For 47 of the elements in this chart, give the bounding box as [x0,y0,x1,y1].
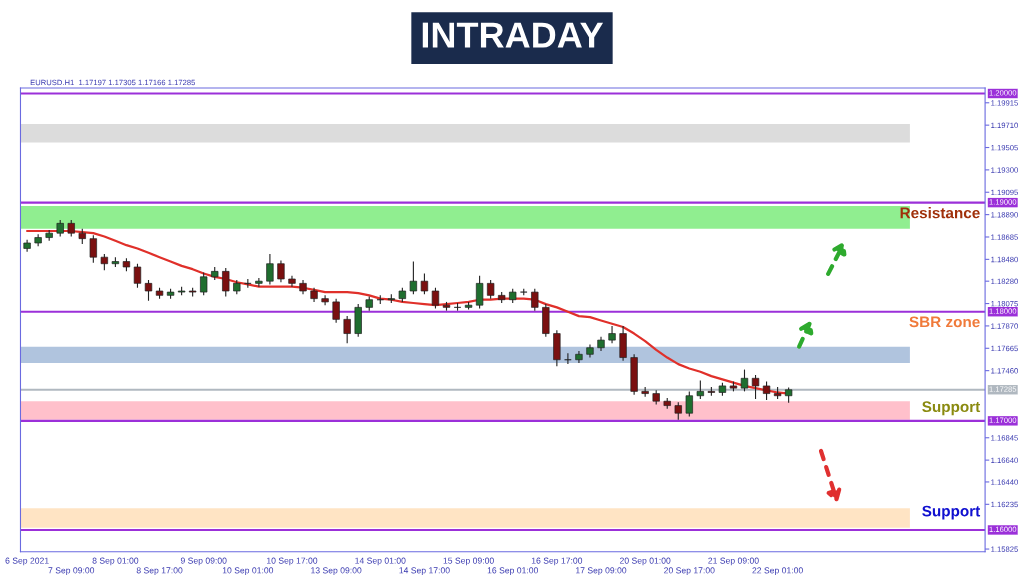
candlestick [200,271,208,296]
x-tick-label: 16 Sep 17:00 [531,557,583,566]
x-tick-label: 21 Sep 09:00 [708,557,759,566]
x-tick-label: 20 Sep 01:00 [619,557,671,566]
x-tick-label: 8 Sep 17:00 [136,567,183,576]
candlestick [222,267,230,298]
x-tick-label: 10 Sep 17:00 [267,557,318,566]
x-tick-label: 7 Sep 09:00 [48,567,95,576]
x-tick-label: 8 Sep 01:00 [92,557,139,566]
chart-title: INTRADAY [422,22,604,48]
x-tick-label: 16 Sep 01:00 [487,567,538,576]
candlestick [475,275,484,310]
candlestick [277,259,285,283]
candlestick [685,390,693,418]
x-tick-label: 6 Sep 2021 [5,557,49,566]
candlestick [431,287,440,310]
x-tick-label: 9 Sep 09:00 [180,557,227,566]
text: Resistance [900,207,980,219]
x-tick-label: 22 Sep 01:00 [752,567,803,576]
candlestick [531,288,539,312]
x-tick-label: 17 Sep 09:00 [576,567,627,576]
candlestick [133,263,142,289]
x-tick-label: 13 Sep 09:00 [311,567,362,576]
candlestick [89,234,97,264]
candlestick [321,294,329,306]
text: Support [922,505,981,520]
candlestick [420,272,429,295]
x-tick-label: 10 Sep 01:00 [222,567,274,576]
candlestick [696,379,704,400]
text: Support [922,401,981,416]
candlestick [343,315,351,344]
x-tick-label: 15 Sep 09:00 [443,557,494,566]
candlestick [575,350,583,364]
candlestick [144,279,153,302]
x-tick-label: 14 Sep 01:00 [355,557,406,566]
candlestick [266,253,274,286]
candlestick [740,369,749,392]
candlestick [608,325,616,344]
candlestick [751,374,760,400]
text: SBR zone [909,316,980,328]
candlestick [255,277,263,288]
candlestick [409,260,418,295]
x-tick-label: 20 Sep 17:00 [664,567,715,576]
x-tick-label: 14 Sep 17:00 [399,567,450,576]
candlestick [486,279,495,300]
candlestick [762,381,771,401]
candlestick [332,298,340,324]
